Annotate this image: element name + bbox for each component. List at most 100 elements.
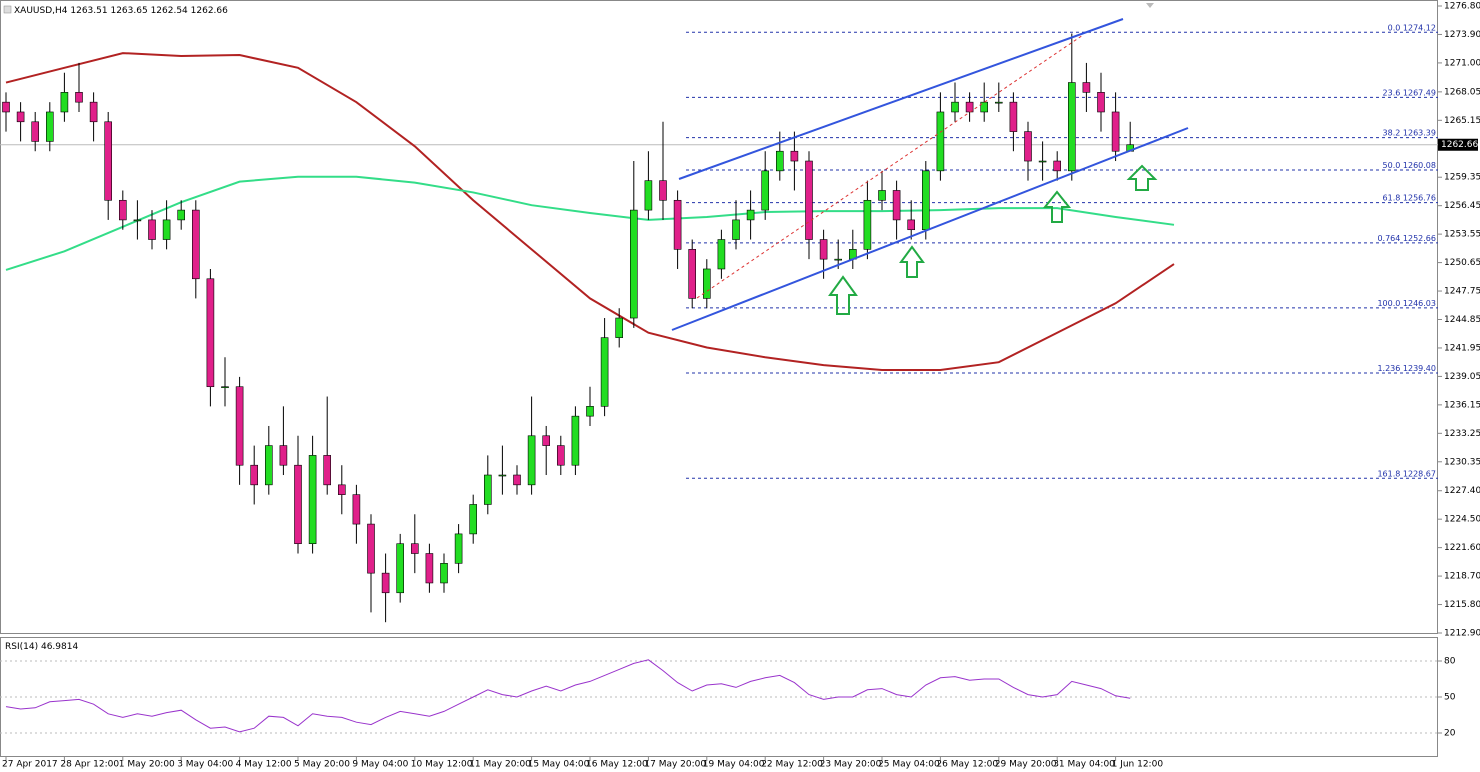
x-tick-label: 29 May 20:00 [995,760,1057,770]
fib-level-name: 50.0 [1383,161,1401,170]
x-tick-label: 26 May 12:00 [936,760,998,770]
candle-body [279,445,288,466]
x-tick-label: 25 May 04:00 [878,760,940,770]
candle-body [1024,131,1032,162]
candle-body [396,543,405,594]
y-tick-label: 1221.60 [1444,543,1480,553]
channel-lower [671,127,1189,331]
x-tick-label: 19 May 04:00 [703,760,765,770]
candle-body [308,455,317,545]
candle-body [337,484,346,495]
candle-body [556,445,565,466]
current-price-label: 1262.66 [1441,140,1478,150]
y-tick-label: 1247.75 [1444,287,1480,297]
candle-body [805,160,813,240]
y-tick-label: 1244.85 [1444,315,1480,325]
candle-body [586,406,594,417]
header-icon [3,5,12,14]
candle-body [732,219,740,240]
candle-body [527,435,536,486]
candle-body [717,239,726,270]
candle-body [1038,160,1047,163]
fib-price: 1252.66 [1403,233,1436,242]
chart-header: XAUUSD,H4 1263.51 1263.65 1262.54 1262.6… [14,6,228,16]
symbol: XAUUSD,H4 [14,6,68,16]
y-tick-label: 1218.70 [1444,572,1480,582]
x-tick-label: 9 May 04:00 [352,760,408,770]
x-tick-label: 15 May 04:00 [528,760,590,770]
fib-level-name: 38.2 [1383,128,1401,137]
candle-body [483,474,492,505]
candle-body [994,101,1003,104]
arrow-up [899,245,925,278]
candle-body [1068,82,1076,172]
fib-price: 1267.49 [1403,88,1436,97]
y-tick-label: 1227.40 [1444,486,1480,496]
y-tick-label: 1241.95 [1444,343,1480,353]
x-tick-label: 3 May 04:00 [177,760,233,770]
candle-body [1111,111,1120,152]
fib-label: 61.8 1256.76 [1383,193,1436,202]
y-tick-label: 1259.35 [1444,173,1480,183]
candle-body [1082,82,1091,93]
fib-label: 0.764 1252.66 [1377,233,1436,242]
y-tick-label: 1215.80 [1444,600,1480,610]
candle-body [892,190,901,221]
shift-marker [1146,3,1154,8]
candle-body [615,317,624,338]
candle-body [16,111,25,123]
candle-body [31,121,40,142]
candle-body [119,199,127,221]
y-tick-label: 1230.35 [1444,457,1480,467]
x-tick-label: 17 May 20:00 [644,760,706,770]
fib-label: 50.0 1260.08 [1383,161,1436,170]
y-tick-label: 1239.05 [1444,372,1480,382]
x-tick-label: 16 May 12:00 [586,760,648,770]
x-tick-label: 31 May 04:00 [1053,760,1115,770]
y-tick-label: 1253.55 [1444,230,1480,240]
fib-label: 1.236 1239.40 [1377,363,1436,372]
candle-body [1097,92,1105,113]
x-tick-label: 1 May 20:00 [119,760,175,770]
x-tick-label: 28 Apr 12:00 [60,760,119,770]
candle-body [367,523,375,574]
candle-body [148,219,156,240]
fib-price: 1263.39 [1403,128,1436,137]
candle-body [235,386,244,466]
fib-price: 1274.12 [1403,23,1436,32]
fib-label: 0.0 1274.12 [1388,23,1436,32]
rsi-tick-label: 20 [1444,729,1456,739]
candle-body [162,219,171,240]
y-tick-label: 1265.15 [1444,116,1480,126]
fib-level-name: 100.0 [1377,298,1400,307]
candle-body [980,101,989,113]
candle-body [104,121,112,201]
fib-level-name: 0.0 [1388,23,1401,32]
candle-body [834,258,843,261]
rsi-tick-label: 80 [1444,657,1456,667]
fib-price: 1239.40 [1403,363,1436,372]
arrow-up [828,275,858,315]
candle-body [221,386,229,389]
x-tick-label: 27 Apr 2017 [2,760,58,770]
candle-body [1053,160,1061,172]
candle-body [761,170,770,211]
candle-body [60,92,69,113]
candle-body [381,572,390,594]
open: 1263.51 [70,6,107,16]
fib-price: 1260.08 [1403,161,1436,170]
low: 1262.54 [151,6,188,16]
y-tick-label: 1236.15 [1444,400,1480,410]
candle-body [644,180,653,211]
fib-level-name: 1.236 [1377,363,1400,372]
candle-body [440,563,448,584]
rsi-tick-label: 50 [1444,693,1456,703]
x-tick-label: 23 May 20:00 [820,760,882,770]
candle-body [264,445,273,486]
candle-body [469,504,478,535]
moving-average [5,52,1175,372]
candle-body [1009,101,1018,132]
y-tick-label: 1224.50 [1444,515,1480,525]
